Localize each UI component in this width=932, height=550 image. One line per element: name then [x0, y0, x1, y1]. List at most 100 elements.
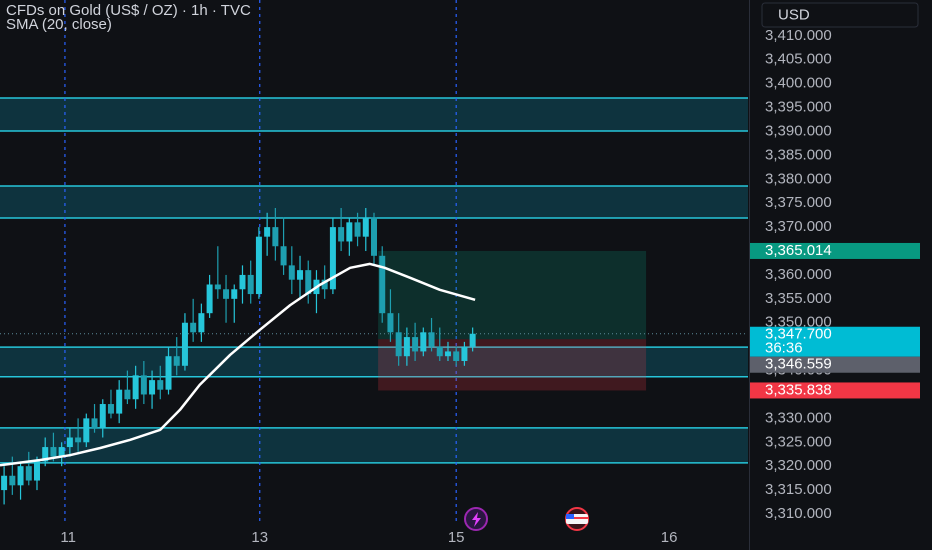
y-tick-label: 3,400.000: [765, 75, 832, 92]
candle-body: [33, 461, 40, 481]
event-icons: [464, 507, 589, 531]
candle-body: [165, 356, 172, 390]
candle-body: [329, 227, 336, 290]
candle-body: [264, 227, 271, 237]
flag-canton: [566, 514, 574, 519]
candle-body: [116, 389, 123, 414]
price-label: 3,365.014: [765, 242, 832, 259]
candle-body: [223, 289, 230, 299]
candle-body: [25, 466, 32, 481]
candle-body: [371, 217, 377, 256]
candle-body: [297, 270, 304, 280]
candle-body: [305, 270, 312, 295]
y-tick-label: 3,395.000: [765, 99, 832, 116]
y-tick-label: 3,405.000: [765, 51, 832, 68]
candle-body: [132, 375, 139, 400]
candle-body: [428, 332, 435, 347]
candle-body: [412, 337, 419, 352]
candle-body: [379, 255, 386, 314]
candle-body: [387, 313, 394, 333]
candle-body: [99, 404, 106, 428]
candle-body: [231, 289, 238, 299]
candle-body: [239, 274, 246, 290]
y-tick-label: 3,370.000: [765, 218, 832, 235]
candle-body: [247, 274, 254, 295]
currency-box[interactable]: [761, 2, 919, 28]
position-loss: [378, 339, 647, 391]
candle-body: [436, 346, 443, 357]
indicator-label: SMA (20, close): [6, 16, 112, 33]
price-label: 3,347.700: [765, 326, 832, 343]
candle-body: [181, 322, 188, 366]
candle-body: [50, 447, 57, 457]
flag-stripe: [566, 517, 588, 519]
plot-area: [0, 0, 748, 525]
candle-body: [346, 222, 353, 242]
candle-body: [214, 284, 221, 290]
x-tick-label: 16: [661, 529, 678, 546]
y-tick-label: 3,390.000: [765, 122, 832, 139]
price-label-box: [750, 382, 920, 399]
candle-body: [149, 380, 156, 395]
candle-body: [42, 447, 49, 462]
countdown-label: 36:36: [765, 340, 803, 357]
price-label-box: [750, 356, 920, 373]
y-tick-label: 3,355.000: [765, 290, 832, 307]
candle-body: [255, 236, 262, 295]
price-label-box: [750, 242, 920, 259]
x-tick-label: 13: [251, 529, 268, 546]
zone: [0, 347, 748, 377]
x-tick-label: 11: [60, 529, 76, 546]
y-tick-label: 3,350.000: [765, 314, 832, 331]
price-label-box: [750, 326, 920, 357]
y-tick-label: 3,320.000: [765, 457, 832, 474]
y-tick-label: 3,385.000: [765, 146, 832, 163]
candle-body: [461, 346, 468, 361]
candle-body: [173, 356, 180, 366]
chart-title: CFDs on Gold (US$ / OZ) · 1h · TVC: [6, 2, 251, 19]
candle-body: [91, 418, 98, 428]
candle-body: [403, 337, 410, 357]
x-tick-label: 15: [448, 529, 465, 546]
y-tick-label: 3,410.000: [765, 27, 832, 44]
y-tick-label: 3,375.000: [765, 194, 832, 211]
candle-body: [140, 375, 147, 395]
y-tick-label: 3,310.000: [765, 505, 832, 522]
candle-body: [469, 333, 476, 347]
y-tick-label: 3,380.000: [765, 170, 832, 187]
candle-body: [206, 284, 213, 314]
candle-body: [190, 322, 197, 333]
lightning-glyph: [472, 512, 481, 527]
price-axis: USD 3,310.000 3,315.000 3,320.000 3,325.000…: [750, 2, 920, 522]
y-tick-label: 3,360.000: [765, 266, 832, 283]
price-label: 3,335.838: [765, 381, 832, 398]
candle-body: [288, 265, 295, 280]
candle-body: [157, 380, 164, 390]
y-tick-label: 3,315.000: [765, 481, 832, 498]
zone: [0, 185, 748, 219]
candle-body: [362, 217, 369, 237]
candle-body: [17, 466, 24, 486]
candle-body: [453, 351, 460, 361]
candle-body: [321, 279, 328, 290]
zone: [0, 427, 748, 463]
candle-body: [9, 475, 16, 486]
candle-body: [75, 437, 82, 443]
y-tick-label: 3,325.000: [765, 433, 832, 450]
candle-body: [107, 404, 114, 414]
candle-body: [395, 332, 402, 357]
candle-body: [58, 447, 65, 457]
candle-body: [338, 227, 345, 242]
sma-line: [0, 262, 476, 467]
candle-body: [354, 222, 361, 237]
candle-body: [280, 246, 287, 266]
candle-body: [444, 351, 451, 357]
candle-body: [420, 332, 427, 352]
candle-body: [1, 475, 8, 491]
position-profit: [378, 250, 647, 340]
candle-body: [198, 313, 205, 333]
currency: USD: [778, 6, 810, 23]
candle-body: [83, 418, 90, 443]
